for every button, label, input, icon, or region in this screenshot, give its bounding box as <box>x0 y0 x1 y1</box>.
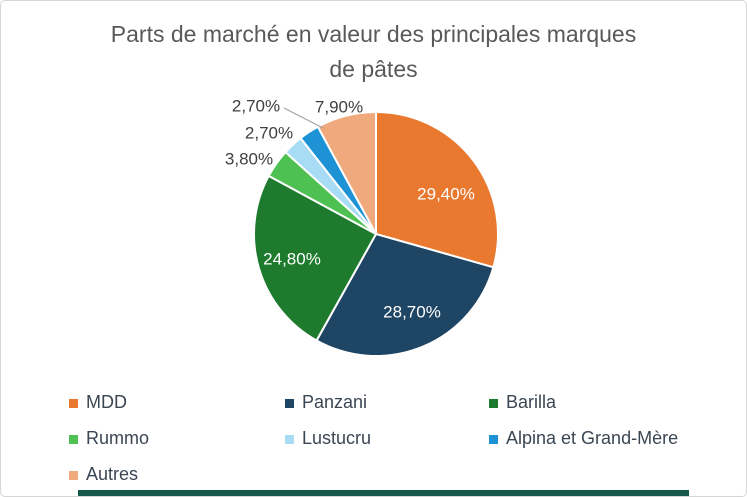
legend-label-lustucru: Lustucru <box>302 428 372 448</box>
legend-marker-lustucru <box>285 434 294 444</box>
legend: MDD Panzani Barilla Rummo Lustucru Alpina et … <box>69 392 726 485</box>
legend-marker-mdd <box>69 398 78 408</box>
legend-marker-autres <box>69 470 78 480</box>
legend-item-rummo[interactable]: Rummo <box>69 428 285 449</box>
pie-label-autres: 7,90% <box>315 98 363 117</box>
chart-title: Parts de marché en valeur des principale… <box>110 21 637 82</box>
pie-label-lustucru: 2,70% <box>245 124 293 143</box>
legend-item-barilla[interactable]: Barilla <box>489 392 726 413</box>
pie-label-panzani: 28,70% <box>383 303 441 322</box>
legend-item-alpina-et-grand-m-re[interactable]: Alpina et Grand-Mère <box>489 428 726 449</box>
legend-label-alpina-et-grand-m-re: Alpina et Grand-Mère <box>506 428 679 448</box>
pie-label-rummo: 3,80% <box>225 150 273 169</box>
legend-item-lustucru[interactable]: Lustucru <box>285 428 489 449</box>
legend-label-mdd: MDD <box>86 392 127 412</box>
legend-item-autres[interactable]: Autres <box>69 464 285 485</box>
pie-slice-panzani[interactable] <box>315 233 495 357</box>
pie-label-mdd: 29,40% <box>417 185 475 204</box>
legend-item-panzani[interactable]: Panzani <box>285 392 489 413</box>
legend-marker-alpina-et-grand-m-re <box>489 434 498 444</box>
pie-label-barilla: 24,80% <box>263 250 321 269</box>
legend-label-panzani: Panzani <box>302 392 368 412</box>
legend-label-barilla: Barilla <box>506 392 557 412</box>
legend-marker-barilla <box>489 398 498 408</box>
pie-label-alpina-et-grand-m-re: 2,70% <box>232 97 280 116</box>
pie-slice-barilla[interactable] <box>253 174 377 342</box>
legend-marker-panzani <box>285 398 294 408</box>
legend-label-rummo: Rummo <box>86 428 150 448</box>
legend-label-autres: Autres <box>86 464 139 484</box>
label-leader-line-alpina-et-grand-m-re <box>283 107 324 129</box>
bottom-bar <box>78 490 689 496</box>
legend-marker-rummo <box>69 434 78 444</box>
pie-slice-mdd[interactable] <box>375 111 499 269</box>
legend-item-mdd[interactable]: MDD <box>69 392 285 413</box>
pie-slice-autres[interactable] <box>316 111 377 235</box>
